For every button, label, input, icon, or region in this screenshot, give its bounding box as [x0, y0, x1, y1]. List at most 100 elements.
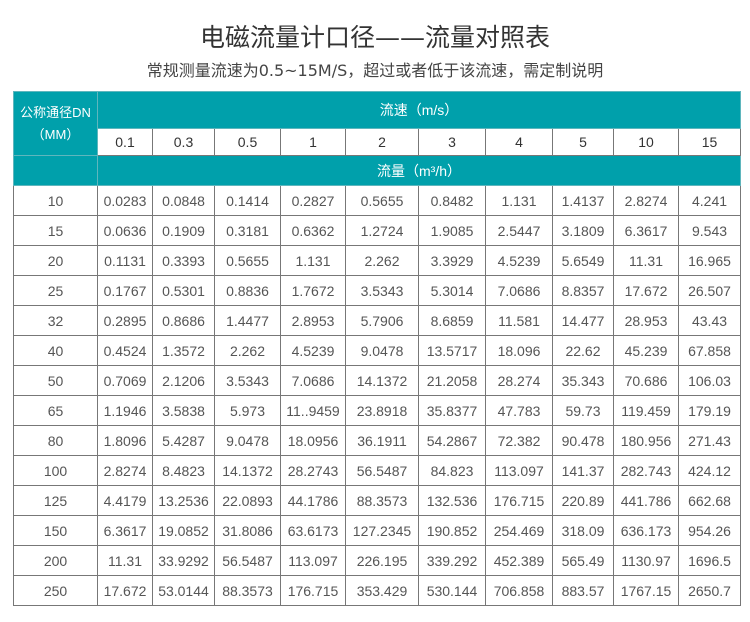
flow-value: 0.7069	[97, 365, 153, 396]
flow-value: 2.5447	[485, 215, 553, 246]
table-row: 250 17.672 53.0144 88.3573 176.715 353.429 530…	[13, 575, 742, 606]
flow-value: 0.0636	[97, 215, 153, 246]
flow-value: 4.241	[677, 185, 742, 216]
dn-value: 150	[13, 515, 98, 546]
flow-value: 0.5301	[152, 275, 215, 306]
dn-value: 25	[13, 275, 98, 306]
flow-rate-table: 公称通径DN （MM） 流速（m/s） 0.1 0.3 0.5 1 2 3 4 5 10 15 流…	[13, 91, 742, 606]
flow-value: 6.3617	[613, 215, 679, 246]
flow-value: 11.31	[97, 545, 153, 576]
dn-value: 10	[13, 185, 98, 216]
flow-value: 954.26	[677, 515, 742, 546]
speed-value: 3	[418, 128, 486, 156]
flow-value: 9.543	[677, 215, 742, 246]
flow-value: 22.62	[552, 335, 614, 366]
flow-value: 8.8357	[552, 275, 614, 306]
flow-value: 424.12	[677, 455, 742, 486]
speed-value: 5	[552, 128, 614, 156]
flow-value: 0.6362	[280, 215, 346, 246]
flow-value: 0.5655	[345, 185, 419, 216]
flow-value: 44.1786	[280, 485, 346, 516]
flow-value: 88.3573	[345, 485, 419, 516]
flow-value: 2.262	[345, 245, 419, 276]
flow-value: 67.858	[677, 335, 742, 366]
table-row: 10 0.0283 0.0848 0.1414 0.2827 0.5655 0.8482 1.…	[13, 185, 742, 216]
speed-value: 0.1	[97, 128, 153, 156]
flow-value: 2.1206	[152, 365, 215, 396]
flow-value: 35.8377	[418, 395, 486, 426]
dn-value: 40	[13, 335, 98, 366]
flow-value: 0.2827	[280, 185, 346, 216]
flow-value: 22.0893	[214, 485, 281, 516]
flow-value: 36.1911	[345, 425, 419, 456]
table-row: 20 0.1131 0.3393 0.5655 1.131 2.262 3.3929 4.52…	[13, 245, 742, 276]
flow-value: 0.8686	[152, 305, 215, 336]
flow-value: 662.68	[677, 485, 742, 516]
flow-value: 2.8274	[613, 185, 679, 216]
flow-value: 8.6859	[418, 305, 486, 336]
flow-value: 0.8482	[418, 185, 486, 216]
flow-value: 7.0686	[280, 365, 346, 396]
flow-value: 0.1767	[97, 275, 153, 306]
flow-value: 9.0478	[345, 335, 419, 366]
flow-value: 11.31	[613, 245, 679, 276]
table-row: 150 6.3617 19.0852 31.8086 63.6173 127.2345 19…	[13, 515, 742, 546]
flow-value: 0.0848	[152, 185, 215, 216]
flow-value: 4.5239	[485, 245, 553, 276]
flow-value: 220.89	[552, 485, 614, 516]
table-row: 25 0.1767 0.5301 0.8836 1.7672 3.5343 5.3014 7.…	[13, 275, 742, 306]
flow-value: 106.03	[677, 365, 742, 396]
flow-value: 21.2058	[418, 365, 486, 396]
flow-value: 88.3573	[214, 575, 281, 606]
flow-header-blank	[13, 155, 98, 186]
flow-value: 0.1414	[214, 185, 281, 216]
dn-value: 50	[13, 365, 98, 396]
table-row: 80 1.8096 5.4287 9.0478 18.0956 36.1911 54.286…	[13, 425, 742, 456]
flow-value: 353.429	[345, 575, 419, 606]
table-row: 15 0.0636 0.1909 0.3181 0.6362 1.2724 1.9085 2.…	[13, 215, 742, 246]
flow-value: 441.786	[613, 485, 679, 516]
flow-value: 14.477	[552, 305, 614, 336]
flow-value: 0.0283	[97, 185, 153, 216]
page-title: 电磁流量计口径——流量对照表	[199, 23, 550, 52]
speed-value: 2	[345, 128, 419, 156]
table-row: 100 2.8274 8.4823 14.1372 28.2743 56.5487 84.8…	[13, 455, 742, 486]
flow-value: 0.8836	[214, 275, 281, 306]
speed-value: 15	[677, 128, 742, 156]
flow-value: 339.292	[418, 545, 486, 576]
flow-value: 565.49	[552, 545, 614, 576]
flow-value: 271.43	[677, 425, 742, 456]
table-row: 32 0.2895 0.8686 1.4477 2.8953 5.7906 8.6859 11…	[13, 305, 742, 336]
flow-value: 63.6173	[280, 515, 346, 546]
flow-value: 11.581	[485, 305, 553, 336]
flow-value: 176.715	[280, 575, 346, 606]
flow-value: 4.4179	[97, 485, 153, 516]
flow-value: 1.3572	[152, 335, 215, 366]
speed-value: 1	[280, 128, 346, 156]
flow-value: 2.262	[214, 335, 281, 366]
flow-value: 13.5717	[418, 335, 486, 366]
flow-value: 28.274	[485, 365, 553, 396]
flow-value: 254.469	[485, 515, 553, 546]
flow-value: 1.2724	[345, 215, 419, 246]
dn-value: 250	[13, 575, 98, 606]
table-row: 50 0.7069 2.1206 3.5343 7.0686 14.1372 21.2058…	[13, 365, 742, 396]
flow-value: 141.37	[552, 455, 614, 486]
dn-value: 32	[13, 305, 98, 336]
flow-value: 1.7672	[280, 275, 346, 306]
speed-header: 流速（m/s）	[96, 91, 742, 129]
flow-value: 0.4524	[97, 335, 153, 366]
flow-value: 2.8274	[97, 455, 153, 486]
dn-value: 65	[13, 395, 98, 426]
flow-value: 17.672	[97, 575, 153, 606]
flow-value: 47.783	[485, 395, 553, 426]
flow-value: 0.1131	[97, 245, 153, 276]
speed-value: 0.3	[152, 128, 215, 156]
speed-value: 4	[485, 128, 553, 156]
flow-value: 54.2867	[418, 425, 486, 456]
flow-value: 14.1372	[345, 365, 419, 396]
flow-value: 19.0852	[152, 515, 215, 546]
flow-value: 3.1809	[552, 215, 614, 246]
flow-value: 18.096	[485, 335, 553, 366]
flow-value: 132.536	[418, 485, 486, 516]
